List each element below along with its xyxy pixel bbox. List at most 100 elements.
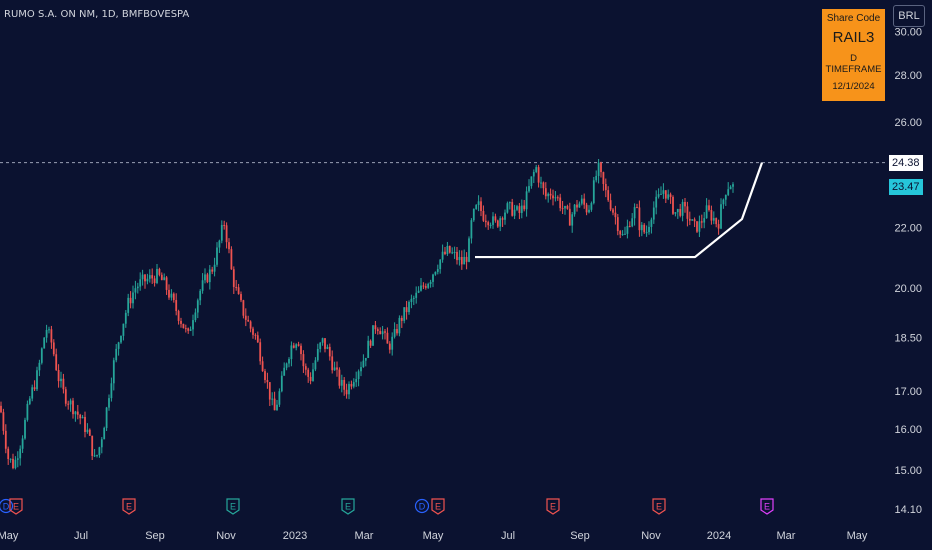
candle-body	[86, 429, 89, 433]
candle-body	[657, 194, 660, 197]
candle-body	[153, 278, 156, 283]
candle-body	[76, 411, 79, 415]
candle-body	[592, 180, 595, 204]
candle-body	[331, 356, 334, 371]
candle-body	[679, 208, 682, 216]
candle-body	[496, 220, 499, 227]
candle-body	[439, 259, 442, 270]
candle-body	[568, 208, 571, 226]
candle-body	[583, 198, 586, 205]
candle-body	[108, 398, 110, 408]
info-box: Share Code RAIL3 D TIMEFRAME 12/1/2024	[822, 9, 885, 101]
candle-body	[556, 197, 559, 199]
candle-body	[165, 277, 168, 290]
candle-body	[662, 190, 665, 194]
candle-body	[278, 391, 281, 405]
candle-body	[364, 357, 367, 361]
candle-body	[576, 204, 578, 208]
candle-body	[232, 269, 235, 287]
candle-body	[91, 435, 94, 456]
candle-body	[235, 286, 238, 288]
candle-body	[681, 202, 684, 216]
candle-body	[715, 218, 718, 225]
candle-body	[208, 269, 211, 283]
candle-body	[597, 162, 600, 176]
candle-body	[516, 206, 518, 210]
candle-body	[228, 242, 230, 250]
candle-body	[362, 360, 365, 368]
candle-body	[93, 455, 96, 457]
candle-body	[148, 275, 151, 279]
candle-body	[98, 447, 101, 456]
candle-body	[624, 233, 626, 235]
candle-body	[619, 231, 622, 235]
candle-body	[302, 354, 305, 367]
candle-body	[189, 329, 192, 331]
candle-body	[81, 416, 84, 419]
candle-body	[218, 240, 221, 248]
candle-body	[429, 281, 432, 284]
candle-body	[225, 225, 228, 243]
candle-body	[672, 196, 674, 214]
candle-body	[451, 252, 454, 254]
candle-body	[448, 245, 451, 253]
candle-body	[444, 251, 446, 255]
candle-body	[585, 204, 588, 213]
event-marker-label: E	[764, 502, 770, 512]
candle-body	[24, 419, 26, 439]
candle-body	[254, 334, 257, 336]
candle-body	[410, 298, 413, 302]
candle-body	[295, 344, 298, 348]
candle-body	[2, 412, 5, 431]
candle-body	[300, 345, 302, 355]
currency-button[interactable]: BRL	[893, 5, 925, 27]
candle-body	[124, 312, 127, 324]
candle-body	[652, 207, 655, 220]
candle-body	[578, 203, 581, 208]
candle-body	[477, 201, 480, 206]
candle-body	[57, 370, 60, 382]
x-tick-label: Mar	[777, 530, 796, 542]
candle-body	[261, 361, 264, 372]
candle-body	[727, 189, 730, 195]
candle-body	[391, 336, 394, 350]
candle-body	[112, 360, 115, 384]
event-marker-label: E	[13, 502, 19, 512]
candle-body	[636, 207, 638, 209]
candle-body	[38, 362, 41, 371]
candle-body	[43, 337, 46, 349]
candle-body	[316, 348, 319, 361]
candle-body	[547, 193, 550, 197]
candle-body	[537, 167, 540, 183]
candle-body	[31, 387, 34, 399]
candle-body	[616, 217, 619, 232]
candle-body	[660, 193, 662, 195]
candle-body	[424, 286, 427, 288]
chart-title: RUMO S.A. ON NM, 1D, BMFBOVESPA	[4, 9, 190, 20]
candle-body	[19, 448, 22, 459]
candle-body	[180, 320, 182, 324]
candle-body	[156, 269, 158, 283]
candle-body	[588, 209, 590, 213]
candle-body	[607, 190, 610, 201]
candle-body	[21, 438, 24, 449]
candle-body	[427, 283, 430, 288]
candle-body	[511, 202, 514, 216]
candle-body	[571, 214, 574, 226]
candle-body	[333, 367, 336, 371]
candle-body	[280, 375, 283, 392]
candle-body	[177, 310, 180, 321]
candle-body	[412, 297, 415, 299]
candle-body	[283, 367, 286, 376]
pattern-trend-line	[475, 162, 764, 259]
candle-body	[520, 205, 523, 213]
candle-body	[369, 340, 372, 346]
candle-body	[374, 325, 377, 330]
candle-body	[559, 197, 562, 209]
candle-body	[417, 290, 420, 293]
candle-body	[528, 186, 530, 192]
candle-body	[33, 387, 36, 390]
candle-body	[700, 221, 703, 223]
candle-body	[292, 345, 295, 348]
